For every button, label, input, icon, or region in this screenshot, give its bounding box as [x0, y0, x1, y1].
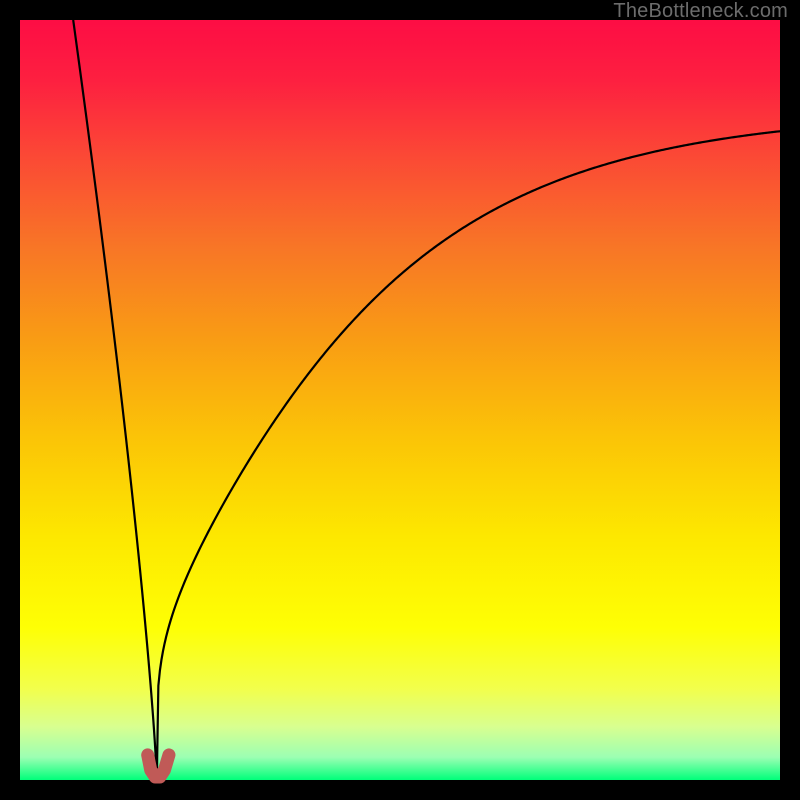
plot-background	[20, 20, 780, 780]
chart-svg	[0, 0, 800, 800]
chart-container: TheBottleneck.com	[0, 0, 800, 800]
watermark-text: TheBottleneck.com	[613, 0, 788, 23]
